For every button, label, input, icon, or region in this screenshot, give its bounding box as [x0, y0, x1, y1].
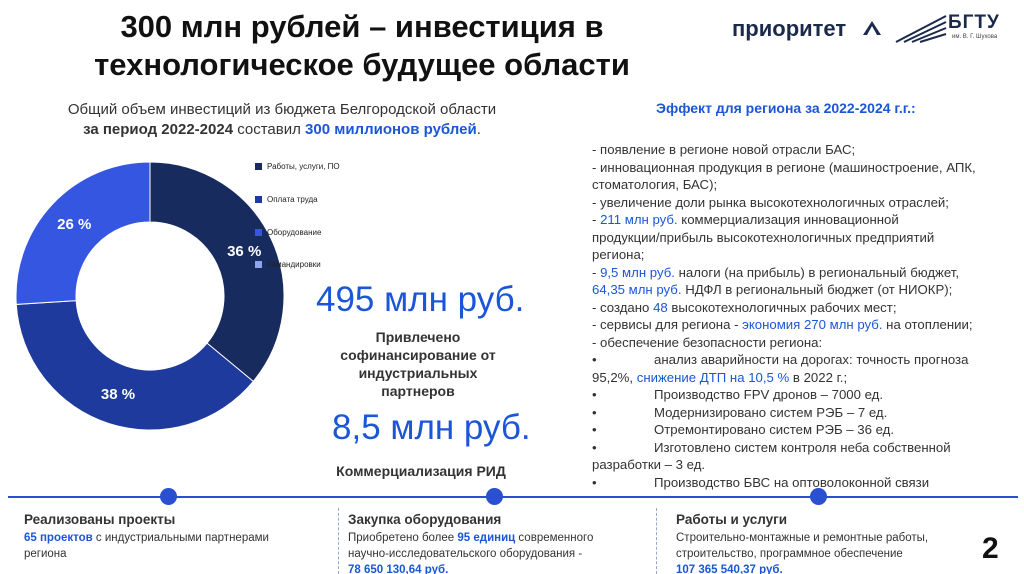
priority-logo-text: приоритет	[732, 16, 847, 41]
effects-line: стоматология, БАС);	[592, 177, 718, 192]
effects-bullet-line: • Модернизировано систем РЭБ – 7 ед.	[592, 404, 888, 420]
cofinancing-value: 495 млн руб.	[316, 280, 525, 319]
cofinancing-caption-line: софинансирование от	[340, 347, 496, 363]
effects-list: - появление в регионе новой отрасли БАС;…	[592, 141, 1010, 491]
legend-label: Работы, услуги, ПО	[267, 162, 340, 171]
intro-amount: 300 миллионов рублей	[305, 121, 477, 138]
legend-label: Оборудование	[267, 228, 322, 237]
card-divider	[656, 508, 657, 574]
bullet-icon: •	[592, 422, 597, 437]
effect-highlight: экономия 270 млн руб.	[742, 317, 883, 332]
bullet-icon: •	[592, 387, 597, 402]
donut-slice-label: 26 %	[57, 216, 92, 234]
effect-highlight: снижение ДТП на 10,5 %	[636, 369, 790, 385]
projects-card-text: 65 проектов с индустриальными партнерами…	[24, 532, 269, 560]
works-card-title: Работы и услуги	[676, 512, 788, 527]
effects-bullet-line: • анализ аварийности на дорогах: точность…	[592, 352, 969, 367]
slide-title-line-1: 300 млн рублей – инвестиция в	[120, 9, 604, 44]
effect-highlight: 64,35 млн руб.	[592, 282, 682, 297]
effect-highlight: 211 млн руб.	[600, 212, 678, 227]
works-card-text: Строительно-монтажные и ремонтные работы…	[676, 532, 929, 574]
cofinancing-caption: Привлечено софинансирование от индустриа…	[318, 328, 518, 400]
slide-title: 300 млн рублей – инвестиция в технологич…	[42, 8, 682, 84]
commercialization-value: 8,5 млн руб.	[332, 408, 531, 447]
effects-bullet-line: • Отремонтировано систем РЭБ – 36 ед.	[592, 422, 895, 437]
commercialization-caption: Коммерциализация РИД	[336, 463, 506, 479]
effects-line: - 211 млн руб. коммерциализация инноваци…	[592, 212, 899, 227]
effects-bullet-line: • Изготовлено систем контроля неба собств…	[592, 439, 951, 455]
equipment-amount: 78 650 130,64 руб.	[348, 564, 449, 574]
legend-swatch	[255, 163, 262, 171]
donut-slice	[15, 300, 254, 431]
effects-line: продукции/прибыль высокотехнологичных пр…	[592, 229, 935, 245]
effects-bullet-line: • Производство FPV дронов – 7000 ед.	[592, 387, 884, 402]
effects-line: региона;	[592, 247, 645, 262]
donut-slice	[15, 161, 151, 305]
priority-logo-icon	[863, 21, 881, 35]
timeline-dot	[810, 488, 827, 505]
legend-label: Оплата труда	[267, 195, 318, 204]
legend-swatch	[255, 196, 262, 204]
investment-intro: Общий объем инвестиций из бюджета Белгор…	[42, 100, 522, 140]
effects-line: - сервисы для региона - экономия 270 млн…	[592, 317, 973, 332]
effects-line: - обеспечение безопасности региона:	[592, 334, 823, 350]
legend-item: Оборудование	[255, 228, 405, 237]
donut-slice-label: 36 %	[227, 243, 262, 261]
card-divider	[338, 508, 339, 574]
intro-period: за период 2022-2024	[83, 121, 234, 138]
bullet-icon: •	[592, 404, 597, 420]
legend-label: Командировки	[267, 260, 321, 269]
legend-item: Работы, услуги, ПО	[255, 162, 405, 171]
projects-card-title: Реализованы проекты	[24, 512, 176, 527]
effect-highlight: 48	[653, 299, 668, 315]
works-amount: 107 365 540,37 руб.	[676, 564, 783, 574]
equipment-card-title: Закупка оборудования	[348, 512, 502, 527]
effects-line: - инновационная продукция в регионе (маш…	[592, 159, 976, 175]
equipment-card-text: Приобретено более 95 единиц современного…	[348, 532, 594, 574]
effects-line: - создано 48 высокотехнологичных рабочих…	[592, 299, 897, 315]
intro-text-3: .	[476, 121, 481, 138]
intro-text-1: Общий объем инвестиций из бюджета Белгор…	[67, 101, 497, 118]
page-number: 2	[982, 532, 999, 565]
cofinancing-caption-line: индустриальных	[358, 365, 478, 381]
effects-line: разработки – 3 ед.	[592, 457, 706, 472]
timeline-line	[8, 496, 1018, 498]
university-logo-subtitle: им. В. Г. Шухова	[952, 34, 998, 40]
timeline-dot	[160, 488, 177, 505]
timeline-dot	[486, 488, 503, 505]
bullet-icon: •	[592, 352, 597, 367]
intro-text-2: составил	[233, 121, 306, 138]
effects-line: - увеличение доли рынка высокотехнологич…	[592, 194, 949, 210]
legend-swatch	[255, 229, 262, 237]
equipment-count: 95 единиц	[457, 532, 516, 544]
legend-item: Командировки	[255, 260, 405, 269]
effects-bullet-line: • Производство БВС на оптоволоконной связ…	[592, 474, 930, 490]
bullet-icon: •	[592, 474, 597, 490]
effects-line: - появление в регионе новой отрасли БАС;	[592, 142, 856, 157]
bullet-icon: •	[592, 439, 597, 455]
donut-slice	[149, 161, 285, 383]
donut-slice-label: 38 %	[100, 386, 136, 404]
effects-line: 95,2%, снижение ДТП на 10,5 % в 2022 г.;	[592, 369, 848, 385]
cofinancing-caption-line: Привлечено	[375, 329, 461, 345]
effect-highlight: 9,5 млн руб.	[600, 264, 675, 280]
university-logo-text: БГТУ	[948, 12, 1000, 33]
legend-swatch	[255, 261, 262, 269]
projects-count: 65 проектов	[24, 532, 93, 544]
legend-item: Оплата труда	[255, 195, 405, 204]
slide-title-line-2: технологическое будущее области	[94, 47, 630, 82]
effects-line: - 9,5 млн руб. налоги (на прибыль) в рег…	[592, 264, 960, 280]
university-logo-icon	[895, 15, 947, 43]
investment-donut-chart	[15, 161, 285, 431]
effects-line: 64,35 млн руб. НДФЛ в региональный бюдже…	[592, 282, 953, 297]
cofinancing-caption-line: партнеров	[381, 383, 455, 399]
effects-title: Эффект для региона за 2022-2024 г.г.:	[656, 100, 916, 116]
